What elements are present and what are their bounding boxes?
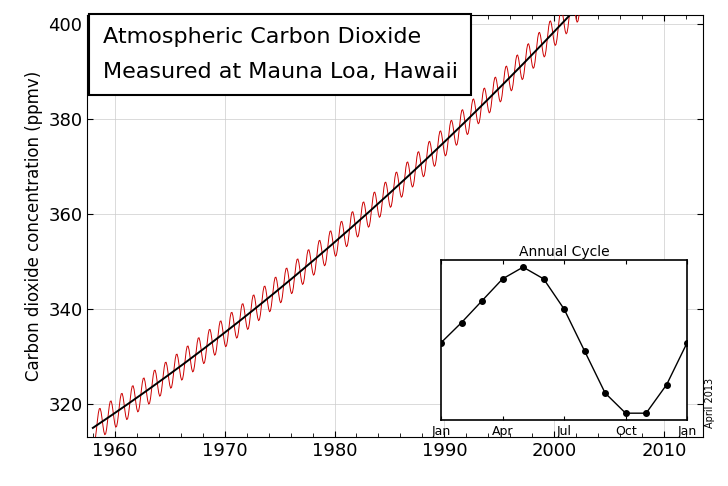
Text: Atmospheric Carbon Dioxide
Measured at Mauna Loa, Hawaii: Atmospheric Carbon Dioxide Measured at M…: [103, 27, 458, 82]
Text: April 2013: April 2013: [705, 378, 715, 428]
Y-axis label: Carbon dioxide concentration (ppmv): Carbon dioxide concentration (ppmv): [25, 71, 43, 381]
